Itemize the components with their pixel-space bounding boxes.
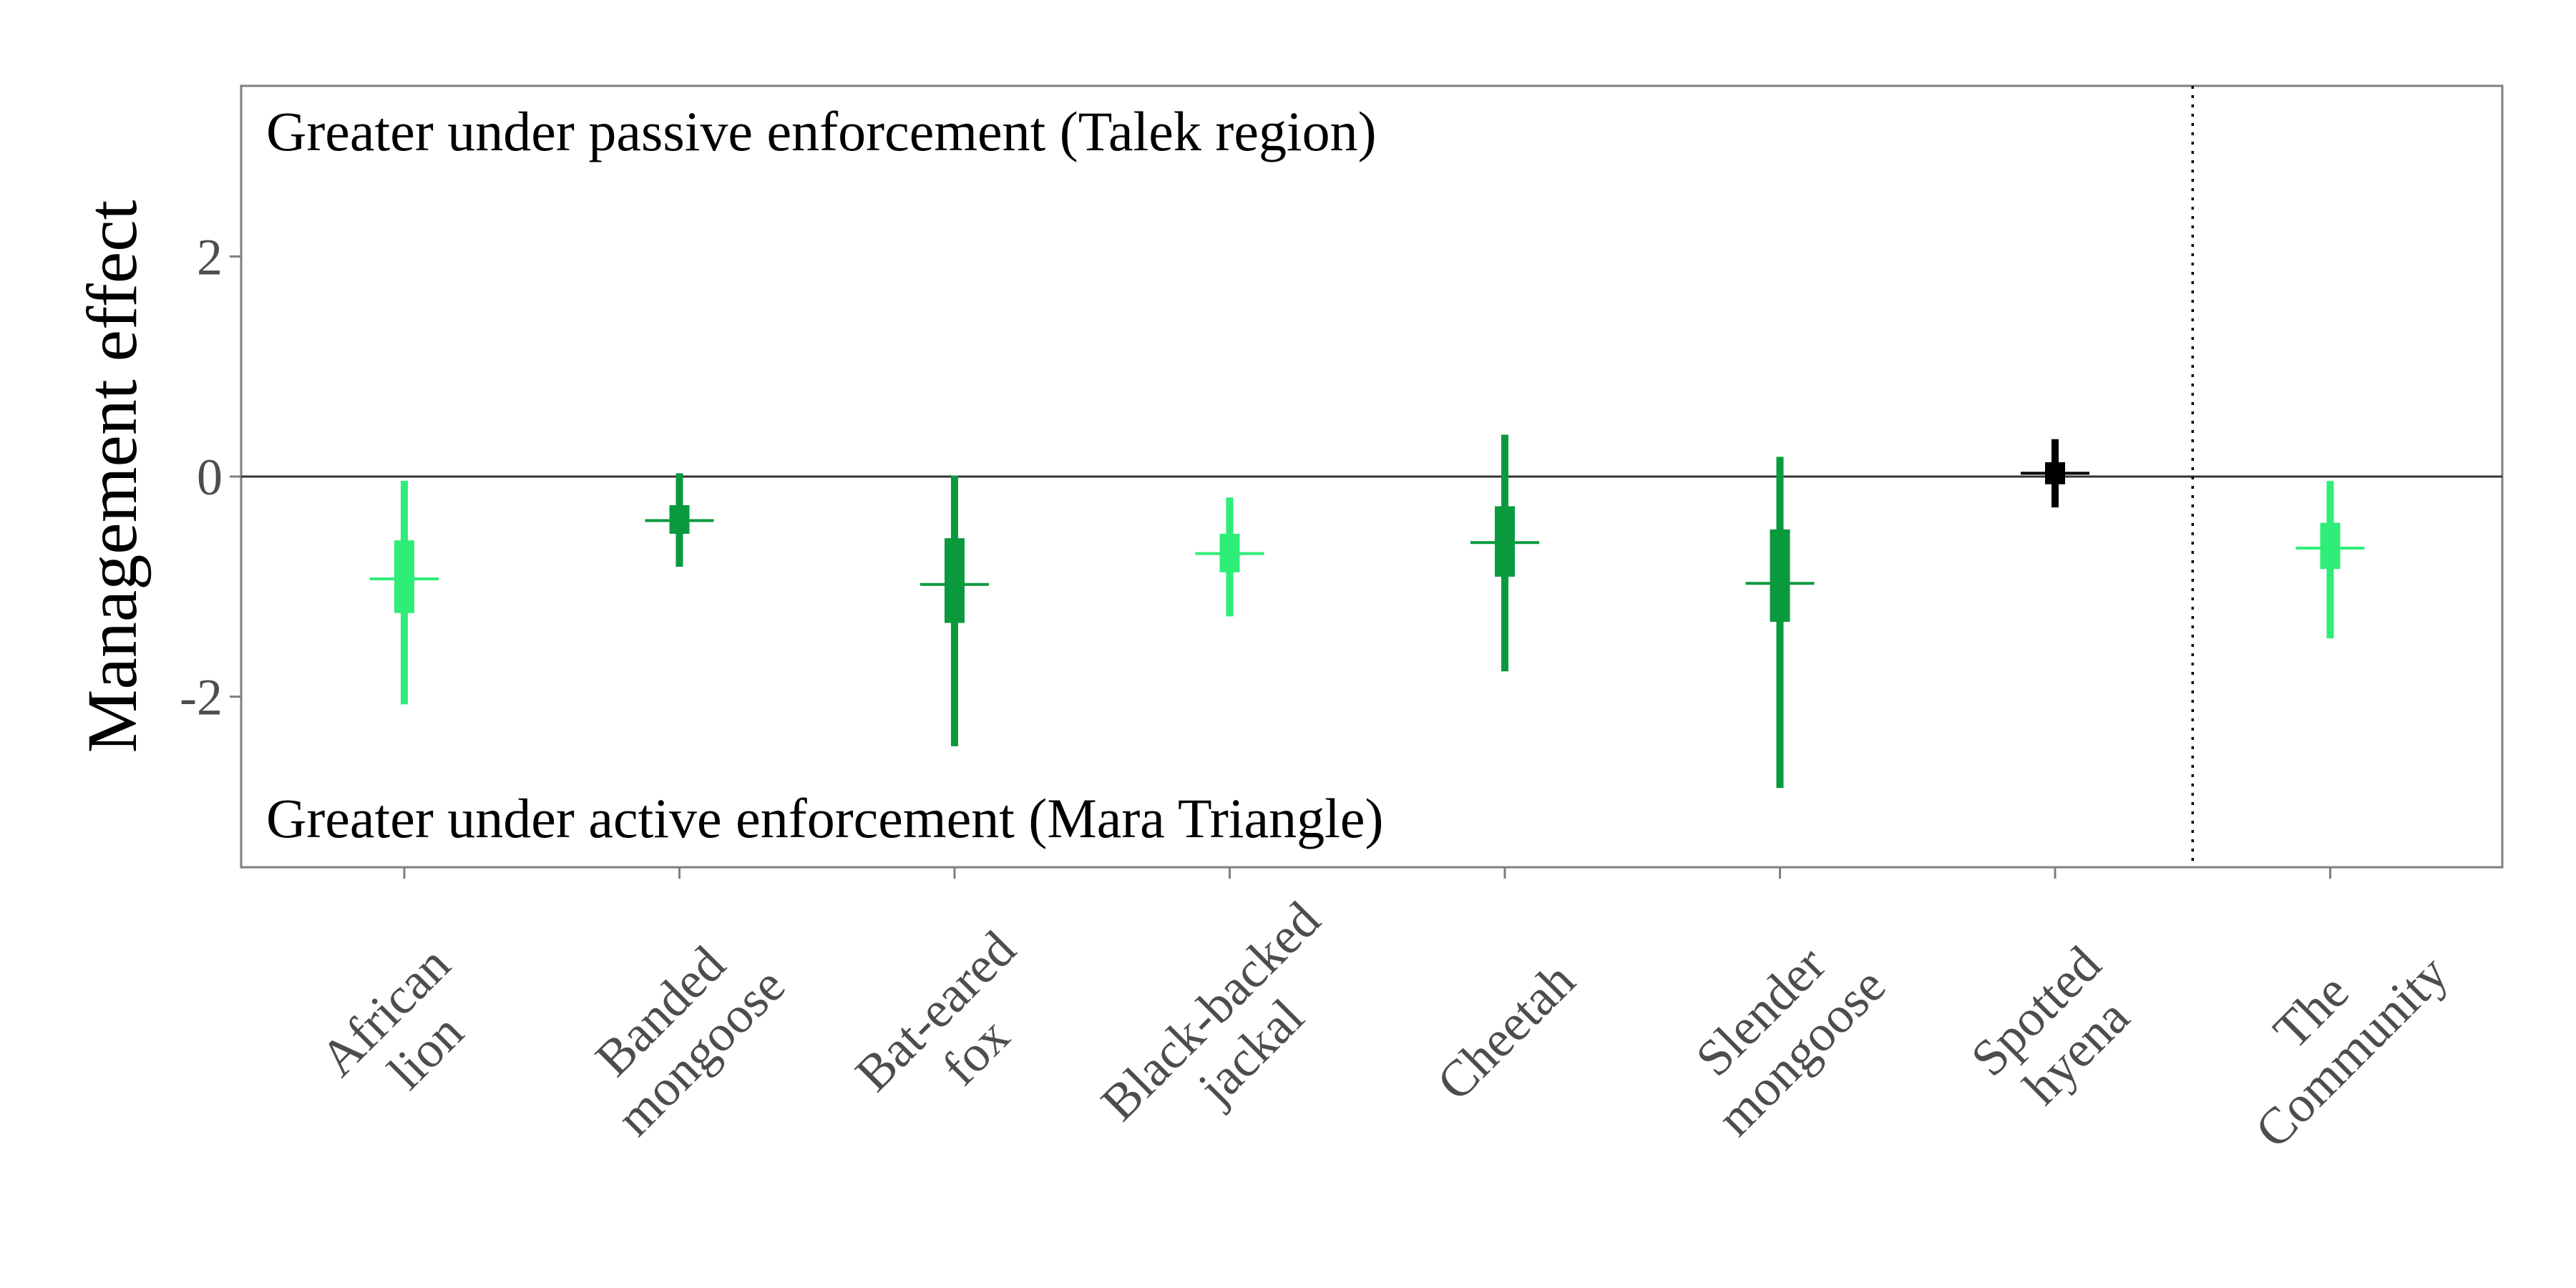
- estimate-point: [920, 475, 989, 746]
- estimate-point: [1745, 457, 1815, 789]
- estimate-point: [2296, 481, 2365, 639]
- inner-interval-box: [394, 540, 414, 613]
- estimate-point: [1470, 434, 1539, 672]
- estimate-marks: [370, 434, 2365, 789]
- y-axis-title: Management effect: [72, 200, 152, 753]
- estimate-point: [2021, 439, 2089, 508]
- estimate-point: [1195, 497, 1264, 617]
- annotation-active-enforcement: Greater under active enforcement (Mara T…: [266, 787, 1383, 849]
- y-tick-label: 2: [197, 228, 223, 286]
- estimate-point: [645, 473, 714, 567]
- y-axis: -2 0 2: [180, 228, 241, 726]
- y-tick-label: -2: [180, 669, 223, 726]
- y-tick-label: 0: [197, 449, 223, 506]
- inner-interval-box: [1770, 529, 1790, 623]
- inner-interval-box: [2320, 522, 2341, 570]
- inner-interval-box: [945, 538, 965, 623]
- annotation-passive-enforcement: Greater under passive enforcement (Talek…: [266, 100, 1377, 162]
- estimate-point: [370, 481, 439, 705]
